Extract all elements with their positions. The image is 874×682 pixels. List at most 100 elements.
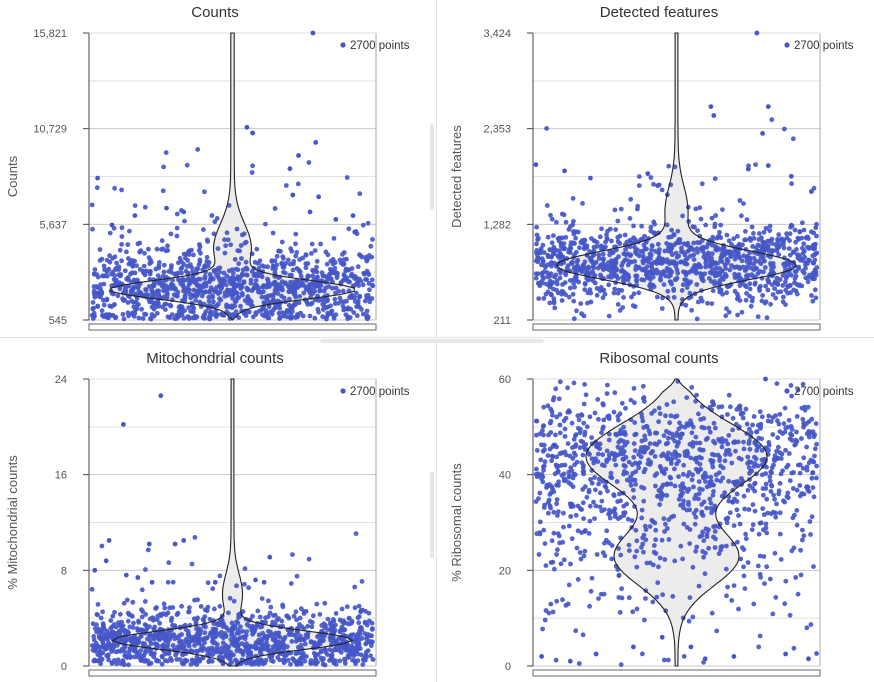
data-point: [166, 560, 172, 566]
data-point: [810, 245, 816, 250]
data-point: [269, 647, 275, 653]
data-point: [560, 282, 565, 287]
data-point: [593, 503, 599, 509]
data-point: [632, 237, 638, 243]
data-point: [542, 459, 548, 465]
data-point: [162, 605, 168, 611]
data-point: [661, 433, 667, 439]
data-point: [534, 466, 539, 472]
data-point: [114, 661, 120, 667]
data-point: [152, 632, 158, 637]
data-point: [760, 506, 766, 511]
data-point: [183, 627, 189, 632]
data-point: [132, 310, 138, 316]
data-point: [801, 455, 807, 461]
data-points: [89, 30, 376, 322]
data-point: [764, 315, 770, 321]
data-point: [686, 618, 692, 624]
data-point: [324, 261, 330, 267]
data-point: [92, 267, 98, 272]
data-point: [710, 288, 716, 294]
data-point: [556, 396, 562, 402]
data-point: [775, 289, 781, 295]
data-point: [223, 243, 229, 249]
data-point: [307, 209, 313, 215]
data-point: [364, 308, 370, 314]
data-point: [591, 278, 596, 284]
data-point: [628, 397, 634, 403]
data-point: [182, 218, 187, 224]
vertical-resize-handle-top[interactable]: [430, 124, 434, 210]
data-point: [241, 231, 247, 237]
data-point: [367, 287, 372, 293]
data-point: [314, 601, 320, 607]
data-point: [693, 507, 699, 513]
data-point: [610, 509, 616, 514]
data-point: [544, 203, 550, 208]
data-point: [810, 470, 816, 475]
legend-marker: [340, 42, 346, 48]
data-point: [582, 429, 588, 435]
data-point: [646, 259, 651, 265]
data-point: [215, 621, 221, 626]
data-point: [749, 272, 755, 277]
data-point: [222, 278, 228, 283]
y-tick-label: 24: [55, 374, 67, 386]
data-point: [727, 267, 733, 273]
data-point: [210, 652, 216, 657]
data-point: [606, 313, 612, 319]
data-point: [534, 224, 539, 230]
data-point: [749, 298, 755, 304]
data-point: [142, 599, 148, 604]
data-point: [232, 257, 238, 262]
data-point: [654, 259, 659, 265]
data-point: [336, 647, 342, 653]
data-point: [612, 453, 618, 459]
data-point: [102, 627, 107, 632]
vertical-resize-handle-bottom[interactable]: [430, 472, 434, 558]
data-point: [642, 399, 647, 404]
data-point: [602, 553, 608, 559]
data-point: [536, 552, 542, 557]
data-point: [697, 486, 702, 492]
data-point: [331, 236, 337, 241]
data-point: [160, 246, 166, 252]
data-point: [663, 466, 669, 472]
data-point: [707, 429, 713, 435]
data-point: [755, 314, 761, 320]
data-point: [648, 256, 653, 261]
data-point: [665, 657, 671, 663]
data-point: [613, 265, 618, 271]
data-point: [273, 266, 278, 272]
data-point: [139, 628, 145, 634]
data-point: [355, 615, 361, 621]
data-point: [354, 313, 360, 319]
data-point: [737, 403, 743, 409]
data-point: [165, 248, 171, 253]
data-point: [266, 647, 271, 653]
data-point: [753, 245, 759, 251]
data-point: [181, 209, 187, 215]
data-point: [640, 541, 646, 547]
horizontal-resize-handle[interactable]: [320, 339, 544, 343]
data-point: [113, 314, 119, 320]
data-point: [188, 280, 194, 285]
data-point: [119, 242, 124, 247]
data-point: [165, 658, 170, 664]
data-point: [617, 241, 623, 247]
data-point: [630, 471, 636, 476]
data-point: [726, 238, 732, 244]
data-point: [130, 639, 136, 645]
data-point: [291, 613, 297, 619]
data-point: [756, 435, 762, 441]
data-point: [167, 286, 172, 291]
data-point: [332, 260, 338, 265]
data-point: [320, 273, 326, 279]
data-point: [606, 437, 612, 443]
data-point: [604, 235, 610, 241]
data-point: [306, 556, 312, 562]
data-point: [755, 563, 761, 569]
data-point: [152, 641, 158, 647]
data-point: [261, 646, 267, 652]
data-point: [633, 273, 639, 279]
